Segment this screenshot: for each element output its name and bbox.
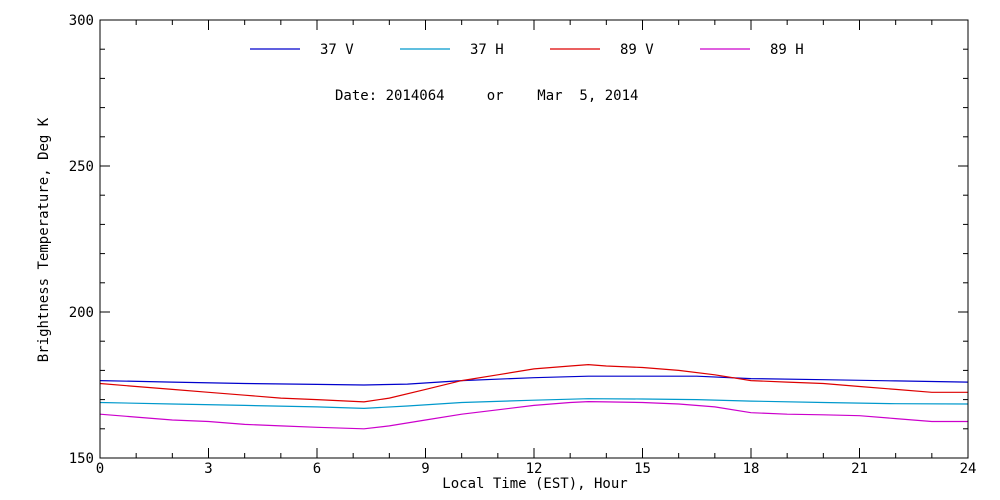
x-tick-label: 0 bbox=[96, 461, 104, 477]
x-axis-title: Local Time (EST), Hour bbox=[442, 476, 627, 492]
plot-frame bbox=[99, 19, 969, 459]
legend-label-89-h: 89 H bbox=[770, 42, 804, 58]
y-tick-label: 200 bbox=[69, 305, 94, 321]
x-tick-label: 18 bbox=[743, 461, 760, 477]
axis-tick-labels: 0 3 6 9 12 15 18 21 24 150 200 250 300 bbox=[69, 13, 977, 477]
x-tick-label: 15 bbox=[634, 461, 651, 477]
series-line-37-v bbox=[99, 375, 969, 386]
series-line-89-v bbox=[99, 363, 968, 403]
x-tick-label: 3 bbox=[204, 461, 212, 477]
y-tick-label: 300 bbox=[69, 13, 94, 29]
legend-label-37-v: 37 V bbox=[320, 42, 354, 58]
series-line-89-h bbox=[99, 400, 968, 430]
x-tick-label: 9 bbox=[421, 461, 429, 477]
axis-ticks bbox=[99, 19, 969, 459]
x-tick-label: 24 bbox=[960, 461, 977, 477]
y-tick-label: 250 bbox=[69, 159, 94, 175]
y-tick-label: 150 bbox=[69, 451, 94, 467]
series-line-37-h bbox=[99, 398, 969, 410]
x-tick-label: 6 bbox=[313, 461, 321, 477]
series-layer bbox=[99, 363, 969, 430]
x-tick-label: 12 bbox=[526, 461, 543, 477]
legend: 37 V 37 H 89 V 89 H bbox=[250, 42, 804, 58]
x-tick-label: 21 bbox=[851, 461, 868, 477]
legend-label-89-v: 89 V bbox=[620, 42, 654, 58]
y-axis-title: Brightness Temperature, Deg K bbox=[36, 117, 52, 362]
legend-label-37-h: 37 H bbox=[470, 42, 504, 58]
date-annotation: Date: 2014064 or Mar 5, 2014 bbox=[335, 88, 638, 104]
